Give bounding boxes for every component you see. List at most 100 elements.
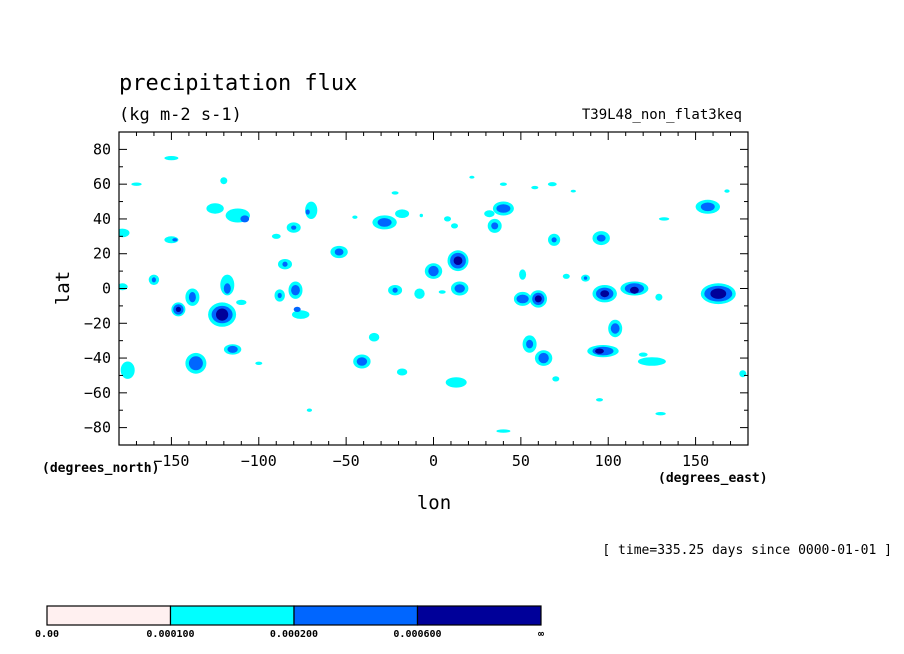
y-tick-label: 20 xyxy=(93,245,111,263)
precip-cell-level-1 xyxy=(306,408,312,412)
y-tick-label: −20 xyxy=(84,314,111,332)
precip-cell-level-2 xyxy=(700,202,715,212)
precip-cell-level-3 xyxy=(630,286,639,294)
precip-cell-level-1 xyxy=(451,223,458,229)
y-tick-label: 80 xyxy=(93,140,111,158)
x-tick-label: 100 xyxy=(595,452,622,470)
y-tick-label: 0 xyxy=(102,280,111,298)
precip-cell-level-1 xyxy=(547,182,557,187)
precip-cell-level-1 xyxy=(119,228,130,238)
precip-cell-level-2 xyxy=(277,292,282,299)
contour-fills xyxy=(119,156,747,433)
precip-cell-level-2 xyxy=(596,234,606,242)
precip-cell-level-1 xyxy=(395,209,410,218)
precip-cell-level-2 xyxy=(227,345,238,353)
x-tick-label: −50 xyxy=(333,452,360,470)
colorbar-label: 0.000100 xyxy=(146,629,194,640)
precip-cell-level-1 xyxy=(531,185,539,190)
precip-cell-level-2 xyxy=(526,339,534,349)
precip-cell-level-2 xyxy=(188,356,203,371)
precip-cell-level-3 xyxy=(595,348,604,354)
y-tick-label: 40 xyxy=(93,210,111,228)
plot-background xyxy=(119,132,748,445)
precip-cell-level-1 xyxy=(519,269,527,280)
precip-cell-level-1 xyxy=(445,377,467,388)
precip-cell-level-1 xyxy=(164,156,179,161)
precip-cell-level-2 xyxy=(293,306,301,312)
precip-cell-level-1 xyxy=(271,233,281,239)
precip-cell-level-1 xyxy=(120,361,135,379)
colorbar-label: 0.000200 xyxy=(270,629,318,640)
precip-cell-level-2 xyxy=(454,284,465,293)
precip-cell-level-2 xyxy=(282,261,288,267)
y-tick-label: −40 xyxy=(84,349,111,367)
precip-cell-level-1 xyxy=(414,288,425,299)
precip-cell-level-1 xyxy=(655,412,666,416)
precip-cell-level-2 xyxy=(240,215,250,223)
x-tick-label: 50 xyxy=(512,452,530,470)
precip-cell-level-3 xyxy=(534,295,542,303)
precip-cell-level-2 xyxy=(491,222,499,230)
precip-cell-level-3 xyxy=(175,306,181,312)
precip-cell-level-1 xyxy=(638,352,648,357)
precip-cell-level-1 xyxy=(352,215,358,219)
precip-cell-level-2 xyxy=(151,277,156,283)
x-units-label: (degrees_east) xyxy=(658,471,768,486)
precip-cell-level-1 xyxy=(255,361,263,365)
colorbar-swatch xyxy=(169,605,295,626)
precip-cell-level-1 xyxy=(739,370,747,378)
precip-cell-level-1 xyxy=(444,216,451,222)
precip-cell-level-2 xyxy=(428,265,439,277)
precip-cell-level-1 xyxy=(658,217,670,221)
x-tick-label: 0 xyxy=(429,452,438,470)
precip-cell-level-2 xyxy=(188,292,196,303)
precip-cell-level-1 xyxy=(305,201,318,219)
y-axis: 80 60 40 20 0 −20 −40 −60 −80 xyxy=(84,140,748,437)
precip-cell-level-1 xyxy=(484,210,495,218)
colorbar-swatch xyxy=(46,605,172,626)
precip-cell-level-1 xyxy=(391,191,399,195)
x-axis: −150 −100 −50 0 50 100 150 xyxy=(135,132,732,470)
precip-cell-level-1 xyxy=(368,332,380,342)
precip-cell-level-1 xyxy=(292,310,310,319)
precip-cell-level-1 xyxy=(206,203,224,214)
precip-cell-level-1 xyxy=(552,376,560,382)
y-tick-label: −80 xyxy=(84,419,111,437)
precip-cell-level-3 xyxy=(216,308,229,321)
precip-cell-level-2 xyxy=(172,238,178,242)
precip-cell-level-2 xyxy=(334,248,344,256)
precip-cell-level-2 xyxy=(538,352,549,364)
precip-cell-level-1 xyxy=(164,236,179,244)
precip-cell-level-1 xyxy=(496,429,511,433)
precip-cell-level-1 xyxy=(596,398,603,402)
precip-cell-level-1 xyxy=(655,293,663,301)
precip-cell-level-1 xyxy=(236,299,247,305)
precip-cell-level-1 xyxy=(637,357,666,366)
precip-cell-level-1 xyxy=(570,189,576,193)
x-tick-label: −150 xyxy=(153,452,189,470)
chart-title: precipitation flux xyxy=(119,71,357,96)
precip-cell-level-3 xyxy=(600,290,610,298)
precip-cell-level-1 xyxy=(396,368,408,376)
precip-cell-level-2 xyxy=(583,276,588,280)
precip-cell-level-2 xyxy=(392,287,398,293)
precip-cell-level-2 xyxy=(377,218,392,227)
units-label: (kg m-2 s-1) xyxy=(119,105,242,125)
precip-cell-level-1 xyxy=(419,213,423,218)
precip-cell-level-1 xyxy=(562,273,570,279)
precip-cell-level-2 xyxy=(223,283,231,294)
colorbar: 0.00 0.000100 0.000200 0.000600 ∞ xyxy=(35,605,544,640)
y-tick-label: −60 xyxy=(84,384,111,402)
precip-cell-level-1 xyxy=(131,182,142,186)
precip-cell-level-1 xyxy=(220,177,228,185)
x-tick-label: 150 xyxy=(682,452,709,470)
precip-cell-level-3 xyxy=(710,288,727,299)
precip-cell-level-2 xyxy=(305,209,310,215)
precip-cell-level-2 xyxy=(496,204,511,213)
y-units-label: (degrees_north) xyxy=(42,461,159,476)
precip-cell-level-1 xyxy=(724,189,730,193)
precip-cell-level-2 xyxy=(291,225,297,230)
precip-cell-level-2 xyxy=(291,285,300,296)
